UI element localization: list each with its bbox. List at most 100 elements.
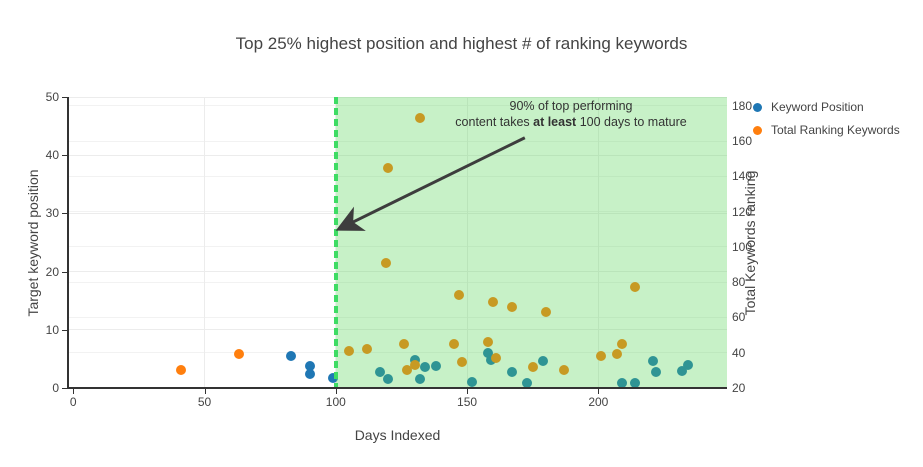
scatter-point[interactable]: [682, 359, 693, 370]
y-tick-label-right: 160: [732, 134, 753, 149]
annotation-text: 90% of top performing content takes at l…: [455, 98, 686, 130]
scatter-point[interactable]: [483, 348, 494, 359]
y-tick-label-right: 40: [732, 345, 746, 360]
x-axis-title: Days Indexed: [354, 427, 441, 443]
scatter-point[interactable]: [454, 289, 465, 300]
scatter-point[interactable]: [483, 337, 494, 348]
y-tick-label-right: 80: [732, 275, 746, 290]
scatter-point[interactable]: [414, 373, 425, 384]
y-gridline-right: [68, 246, 727, 248]
scatter-point[interactable]: [651, 366, 662, 377]
x-gridline: [466, 97, 468, 388]
x-tick-label: 100: [325, 395, 346, 409]
x-tick-mark: [467, 389, 469, 394]
scatter-point[interactable]: [233, 349, 244, 360]
scatter-point[interactable]: [343, 345, 354, 356]
scatter-point[interactable]: [467, 377, 478, 388]
y-tick-label-left: 40: [45, 148, 59, 163]
y-gridline-left: [68, 154, 727, 156]
x-tick-label: 0: [69, 395, 77, 409]
scatter-point[interactable]: [648, 355, 659, 366]
scatter-point[interactable]: [488, 296, 499, 307]
y-axis-line: [67, 97, 69, 389]
y-tick-label-right: 20: [732, 381, 746, 395]
scatter-point[interactable]: [414, 113, 425, 124]
y-gridline-right: [68, 175, 727, 177]
scatter-point[interactable]: [630, 282, 641, 293]
right-y-axis-title: Total Keywords ranking: [742, 170, 758, 316]
scatter-point[interactable]: [595, 351, 606, 362]
scatter-point[interactable]: [527, 361, 538, 372]
scatter-point[interactable]: [540, 307, 551, 318]
scatter-point[interactable]: [383, 373, 394, 384]
scatter-point[interactable]: [328, 373, 339, 384]
y-gridline-right: [68, 316, 727, 318]
y-tick-label-left: 10: [45, 322, 59, 337]
y-tick-label-left: 20: [45, 264, 59, 279]
y-gridline-left: [68, 329, 727, 331]
y-gridline-right: [68, 211, 727, 213]
x-tick-mark: [335, 389, 337, 394]
legend-item-keyword-position[interactable]: Keyword Position: [753, 100, 900, 114]
scatter-point[interactable]: [506, 367, 517, 378]
scatter-point[interactable]: [420, 362, 431, 373]
scatter-point[interactable]: [375, 367, 386, 378]
scatter-point[interactable]: [286, 350, 297, 361]
x-tick-mark: [73, 389, 75, 394]
scatter-point[interactable]: [383, 162, 394, 173]
scatter-point[interactable]: [409, 360, 420, 371]
y-tick-mark-left: [62, 329, 67, 331]
scatter-point[interactable]: [616, 378, 627, 389]
x-tick-label: 200: [588, 395, 609, 409]
scatter-point[interactable]: [304, 369, 315, 380]
scatter-point[interactable]: [448, 338, 459, 349]
x-tick-label: 150: [457, 395, 478, 409]
scatter-point[interactable]: [401, 365, 412, 376]
scatter-point[interactable]: [175, 365, 186, 376]
scatter-point[interactable]: [399, 338, 410, 349]
scatter-point[interactable]: [430, 361, 441, 372]
legend: Keyword Position Total Ranking Keywords: [753, 100, 900, 137]
annotation-line1: 90% of top performing: [509, 99, 633, 113]
scatter-point[interactable]: [611, 349, 622, 360]
scatter-point[interactable]: [630, 378, 641, 389]
scatter-point[interactable]: [362, 344, 373, 355]
scatter-point[interactable]: [506, 301, 517, 312]
y-gridline-left: [68, 212, 727, 214]
y-tick-label-right: 180: [732, 98, 753, 113]
scatter-point[interactable]: [380, 257, 391, 268]
legend-label: Keyword Position: [771, 100, 864, 114]
annotation-arrow: [335, 136, 526, 231]
left-y-axis-title: Target keyword position: [25, 169, 41, 317]
x-tick-mark: [598, 389, 600, 394]
legend-marker-blue-icon: [753, 102, 762, 112]
y-tick-mark-left: [62, 97, 67, 98]
x-tick-mark: [204, 389, 206, 394]
x-tick-label: 50: [197, 395, 212, 409]
annotation-line2-suffix: 100 days to mature: [576, 115, 687, 129]
y-tick-label-left: 0: [52, 381, 59, 395]
scatter-point[interactable]: [304, 360, 315, 371]
scatter-point[interactable]: [559, 365, 570, 376]
y-tick-label-left: 50: [45, 90, 59, 104]
y-tick-label-right: 60: [732, 310, 746, 325]
y-tick-label-right: 140: [732, 169, 753, 184]
scatter-point[interactable]: [485, 355, 496, 366]
scatter-point[interactable]: [456, 356, 467, 367]
legend-item-total-ranking-keywords[interactable]: Total Ranking Keywords: [753, 123, 900, 137]
x-gridline: [204, 97, 206, 388]
chart-title: Top 25% highest position and highest # o…: [235, 34, 688, 53]
scatter-point[interactable]: [538, 355, 549, 366]
annotation-line2-bold: at least: [533, 115, 577, 129]
y-tick-label-right: 120: [732, 204, 753, 219]
scatter-point[interactable]: [490, 353, 501, 364]
scatter-point[interactable]: [522, 378, 533, 389]
legend-marker-orange-icon: [753, 125, 762, 135]
scatter-point[interactable]: [677, 366, 688, 377]
y-tick-label-left: 30: [45, 206, 59, 221]
x-gridline: [597, 97, 599, 388]
scatter-point[interactable]: [616, 338, 627, 349]
y-tick-mark-left: [62, 155, 67, 157]
y-gridline-left: [68, 96, 727, 98]
